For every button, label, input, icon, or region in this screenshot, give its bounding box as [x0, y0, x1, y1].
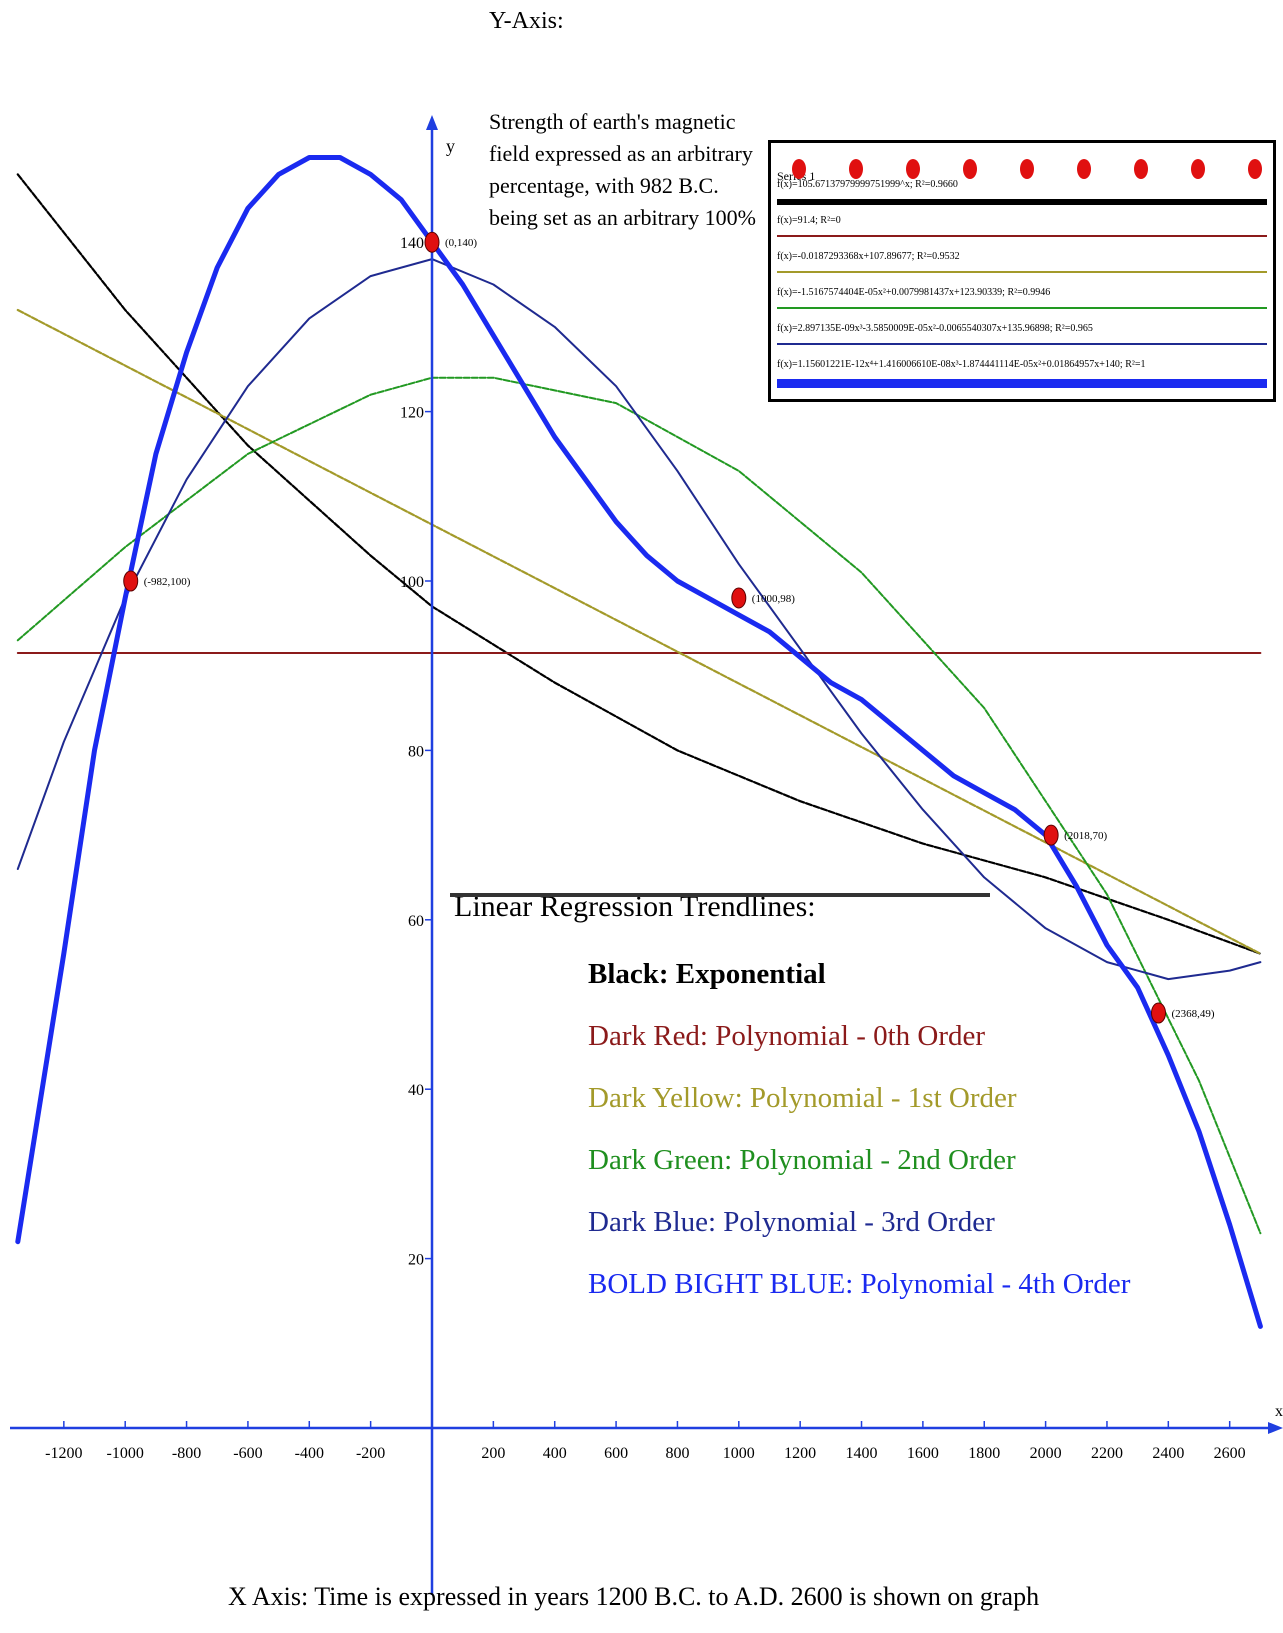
trendlines-rule — [450, 893, 990, 897]
x-tick-label: 2600 — [1214, 1445, 1246, 1462]
x-tick-label: -400 — [295, 1445, 324, 1462]
x-tick-label: -800 — [172, 1445, 201, 1462]
legend-line-swatch — [777, 271, 1267, 273]
x-tick-label: 1600 — [907, 1445, 939, 1462]
legend-marker — [1248, 159, 1262, 179]
legend-row-poly2: f(x)=-1.5167574404E-05x²+0.0079981437x+1… — [777, 287, 1267, 321]
legend-marker — [1134, 159, 1148, 179]
x-tick-label: 800 — [665, 1445, 689, 1462]
trendline-key-item: Dark Red: Polynomial - 0th Order — [588, 1020, 986, 1052]
trendline-curves — [15, 155, 1263, 1329]
legend-equation: f(x)=105.67137979999751999^x; R²=0.9660 — [777, 179, 958, 190]
y-tick-label: 40 — [408, 1082, 424, 1099]
y-axis-arrow — [426, 115, 438, 130]
data-point — [1043, 824, 1059, 846]
legend-marker — [1077, 159, 1091, 179]
trendline-key-item: Dark Green: Polynomial - 2nd Order — [588, 1144, 1016, 1176]
y-tick-label: 20 — [408, 1252, 424, 1269]
trendline-key-item: Dark Yellow: Polynomial - 1st Order — [588, 1082, 1017, 1114]
legend-line-swatch — [777, 343, 1267, 345]
data-point-label: (-982,100) — [144, 576, 191, 588]
data-point-label: (2018,70) — [1064, 830, 1107, 842]
legend-equation: f(x)=91.4; R²=0 — [777, 215, 841, 226]
x-tick-label: -1200 — [45, 1445, 82, 1462]
x-axis-arrow — [1268, 1422, 1283, 1434]
data-point-label: (0,140) — [445, 237, 477, 249]
trendline-poly3 — [16, 258, 1262, 981]
legend-marker — [1191, 159, 1205, 179]
legend-line-swatch — [777, 379, 1267, 388]
legend-equation: f(x)=1.15601221E-12x⁴+1.416006610E-08x³-… — [777, 359, 1146, 370]
x-tick-label: 600 — [604, 1445, 628, 1462]
legend-marker — [849, 159, 863, 179]
y-tick-label: 100 — [400, 574, 424, 591]
trendline-key-item: Dark Blue: Polynomial - 3rd Order — [588, 1206, 995, 1238]
y-axis-label: y — [446, 136, 455, 156]
legend-marker-row — [792, 159, 1262, 179]
trendline-key-item: Black: Exponential — [588, 958, 826, 990]
x-tick-label: 1400 — [846, 1445, 878, 1462]
legend-marker — [1020, 159, 1034, 179]
legend-equation: f(x)=-0.0187293368x+107.89677; R²=0.9532 — [777, 251, 960, 262]
legend-line-swatch — [777, 307, 1267, 309]
legend-row-poly4: f(x)=1.15601221E-12x⁴+1.416006610E-08x³-… — [777, 359, 1267, 393]
data-point-label: (1000,98) — [752, 593, 795, 605]
x-tick-label: 2200 — [1091, 1445, 1123, 1462]
data-point — [1151, 1002, 1167, 1024]
legend-marker — [906, 159, 920, 179]
chart-axes: x y -1200 -1000 -800 -600 -400 -200 200 400 600 800… — [10, 115, 1283, 1595]
x-tick-label: 2000 — [1030, 1445, 1062, 1462]
x-tick-label: 1800 — [968, 1445, 1000, 1462]
x-axis-caption: X Axis: Time is expressed in years 1200 … — [228, 1582, 1040, 1611]
legend-line-swatch — [777, 235, 1267, 237]
y-tick-label: 60 — [408, 913, 424, 930]
legend: Series 1 f(x)=105.67137979999751999^x; R… — [768, 140, 1276, 402]
x-tick-label: 1200 — [784, 1445, 816, 1462]
x-tick-label: 1000 — [723, 1445, 755, 1462]
trendline-poly4 — [15, 155, 1263, 1329]
data-point-label: (2368,49) — [1172, 1008, 1215, 1020]
y-axis-heading: Y-Axis: — [489, 8, 564, 34]
trendline-poly2 — [16, 376, 1262, 1235]
data-point — [731, 587, 747, 609]
data-points: (-982,100) (0,140) (1000,98) (2018,70) (2368… — [123, 231, 1215, 1024]
data-point — [123, 570, 139, 592]
y-tick-label: 80 — [408, 743, 424, 760]
y-tick-label: 120 — [400, 405, 424, 422]
x-axis-label: x — [1275, 1403, 1283, 1420]
x-tick-label: -600 — [233, 1445, 262, 1462]
legend-line-swatch — [777, 199, 1267, 205]
x-tick-label: 200 — [481, 1445, 505, 1462]
legend-row-poly1: f(x)=-0.0187293368x+107.89677; R²=0.9532 — [777, 251, 1267, 285]
y-tick-label: 140 — [400, 235, 424, 252]
trendline-poly1 — [16, 308, 1262, 955]
x-tick-label: -200 — [356, 1445, 385, 1462]
legend-equation: f(x)=2.897135E-09x³-3.5850009E-05x²-0.00… — [777, 323, 1093, 334]
trendline-exponential — [16, 173, 1262, 955]
y-axis-description: Strength of earth's magnetic field expre… — [489, 109, 756, 230]
x-tick-label: 400 — [543, 1445, 567, 1462]
legend-equation: f(x)=-1.5167574404E-05x²+0.0079981437x+1… — [777, 287, 1051, 298]
legend-row-poly3: f(x)=2.897135E-09x³-3.5850009E-05x²-0.00… — [777, 323, 1267, 357]
x-tick-label: -1000 — [107, 1445, 144, 1462]
data-point — [424, 231, 440, 253]
legend-marker — [963, 159, 977, 179]
x-tick-label: 2400 — [1152, 1445, 1184, 1462]
trendline-key-item: BOLD BIGHT BLUE: Polynomial - 4th Order — [588, 1268, 1131, 1300]
legend-row-poly0: f(x)=91.4; R²=0 — [777, 215, 1267, 249]
legend-row-exponential: f(x)=105.67137979999751999^x; R²=0.9660 — [777, 179, 1267, 213]
legend-marker — [792, 159, 806, 179]
